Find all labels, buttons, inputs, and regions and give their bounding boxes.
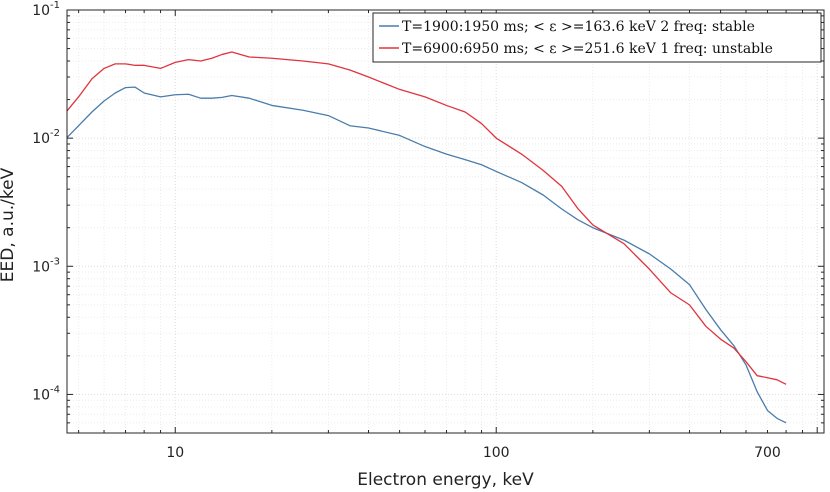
y-tick-label: 10-4 (32, 384, 60, 403)
y-tick-label: 10-1 (32, 0, 60, 19)
x-axis-label: Electron energy, keV (357, 470, 534, 490)
x-tick-label: 10 (166, 445, 184, 461)
y-tick-base: 10 (32, 3, 50, 19)
axis-ticks (67, 9, 824, 434)
y-tick-label: 10-3 (32, 256, 60, 275)
y-tick-label: 10-2 (32, 128, 60, 147)
plot-area-frame (66, 9, 825, 434)
y-tick-exponent: -4 (50, 384, 60, 395)
legend-box (372, 12, 822, 63)
legend: T=1900:1950 ms; < ε >=163.6 keV 2 freq: … (372, 12, 822, 63)
legend-label-stable: T=1900:1950 ms; < ε >=163.6 keV 2 freq: … (402, 19, 755, 35)
y-tick-exponent: -2 (50, 128, 60, 139)
y-tick-exponent: -3 (50, 256, 60, 267)
series-line-stable (66, 86, 787, 424)
x-tick-label: 700 (754, 445, 781, 461)
y-tick-exponent: -1 (50, 0, 60, 11)
y-tick-labels: 10-110-210-310-4 (32, 0, 60, 403)
x-tick-labels: 10 100 700 (166, 445, 781, 461)
y-axis-label: EED, a.u./keV (0, 167, 18, 282)
y-tick-base: 10 (32, 259, 50, 275)
series-line-unstable (66, 51, 787, 385)
plot-area-background (67, 10, 824, 433)
series-group (66, 51, 787, 424)
y-tick-base: 10 (32, 387, 50, 403)
legend-label-unstable: T=6900:6950 ms; < ε >=251.6 keV 1 freq: … (402, 41, 773, 57)
y-tick-base: 10 (32, 131, 50, 147)
x-tick-label: 100 (483, 445, 510, 461)
